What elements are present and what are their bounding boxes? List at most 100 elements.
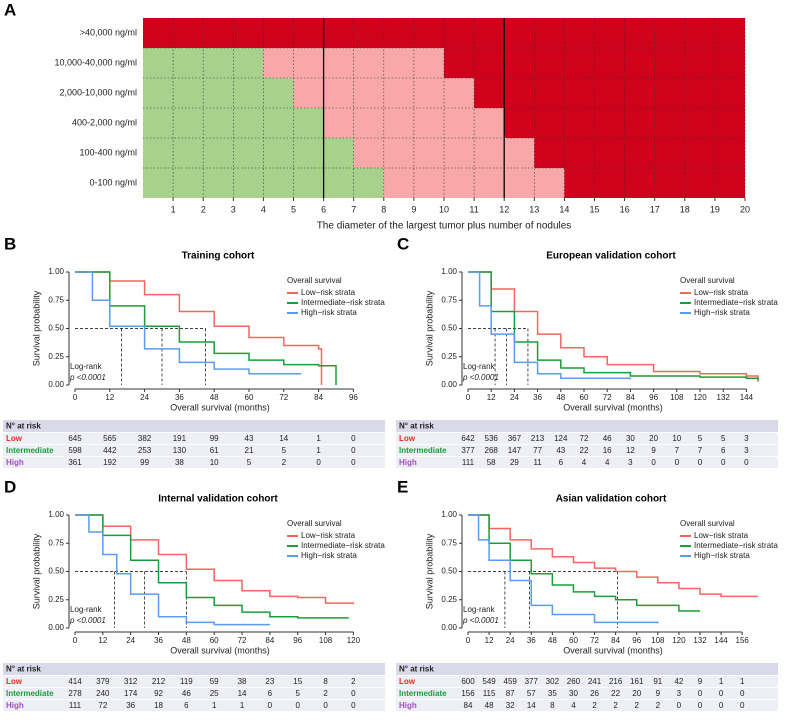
- risk-count: 0: [675, 458, 680, 467]
- risk-count: 92: [154, 689, 163, 698]
- panel-title: Training cohort: [182, 251, 255, 262]
- p-value: p <0.0001: [462, 616, 499, 625]
- x-tick-label: 11: [469, 204, 478, 214]
- risk-count: 5: [247, 458, 252, 467]
- green-cell: [143, 78, 294, 108]
- x-tick-label: 24: [126, 636, 135, 645]
- survival-curve: [75, 271, 323, 385]
- x-tick-label: 1: [171, 204, 176, 214]
- risk-count: 32: [506, 701, 515, 710]
- x-tick-label: 60: [569, 636, 578, 645]
- risk-count: 565: [103, 434, 117, 443]
- row-name: High: [399, 458, 417, 467]
- legend-label: Low−risk strata: [301, 531, 356, 540]
- green-cell: [143, 48, 264, 78]
- p-value: p <0.0001: [462, 373, 499, 382]
- risk-count: 5: [282, 446, 287, 455]
- risk-count: 0: [677, 701, 682, 710]
- table-row-bg: [396, 445, 778, 456]
- risk-count: 6: [184, 701, 189, 710]
- p-value: p <0.0001: [69, 616, 106, 625]
- risk-count: 241: [588, 677, 602, 686]
- red-cell: [444, 48, 745, 78]
- x-tick-label: 48: [556, 393, 565, 402]
- x-tick-label: 19: [710, 204, 720, 214]
- risk-count: 12: [626, 446, 635, 455]
- risk-count: 0: [698, 689, 703, 698]
- legend-title: Overall survival: [680, 519, 735, 528]
- risk-count: 43: [556, 446, 565, 455]
- risk-count: 0: [268, 701, 273, 710]
- survival-curve: [75, 271, 302, 375]
- risk-count: 91: [653, 677, 662, 686]
- risk-count: 0: [740, 689, 745, 698]
- panel-letter: C: [397, 234, 409, 253]
- survival-curve: [468, 514, 700, 612]
- y-axis-label: Survival probability: [424, 533, 434, 609]
- risk-count: 361: [68, 458, 82, 467]
- risk-count: 268: [485, 446, 499, 455]
- table-row-bg: [3, 433, 385, 444]
- x-tick-label: 120: [347, 636, 361, 645]
- panel-title: Internal validation cohort: [158, 494, 278, 505]
- risk-count: 0: [351, 701, 356, 710]
- x-tick-label: 108: [319, 636, 333, 645]
- x-tick-label: 60: [245, 393, 254, 402]
- x-tick-label: 36: [154, 636, 163, 645]
- risk-count: 0: [351, 446, 356, 455]
- risk-count: 645: [68, 434, 82, 443]
- x-tick-label: 24: [510, 393, 519, 402]
- risk-count: 213: [531, 434, 545, 443]
- y-tick-label: 0.50: [441, 567, 457, 576]
- legend-title: Overall survival: [680, 276, 735, 285]
- x-tick-label: 8: [381, 204, 386, 214]
- risk-count: 3: [744, 434, 749, 443]
- row-name: Intermediate: [6, 689, 54, 698]
- risk-count: 36: [126, 701, 135, 710]
- risk-count: 119: [180, 677, 193, 686]
- y-tick-label: 0.00: [441, 623, 457, 632]
- x-tick-label: 36: [175, 393, 184, 402]
- x-tick-label: 10: [439, 204, 449, 214]
- annotation: Log-rank: [70, 362, 103, 371]
- survival-curve: [75, 514, 349, 619]
- risk-count: 9: [698, 677, 703, 686]
- row-label: 2,000-10,000 ng/ml: [59, 87, 137, 97]
- risk-count: 260: [567, 677, 581, 686]
- risk-count: 35: [548, 689, 557, 698]
- risk-count: 30: [569, 689, 578, 698]
- risk-count: 14: [527, 701, 536, 710]
- legend-label: High−risk strata: [694, 308, 750, 317]
- x-tick-label: 84: [626, 393, 635, 402]
- legend-label: Intermediate−risk strata: [694, 298, 778, 307]
- table-title: N° at risk: [399, 665, 434, 674]
- risk-count: 22: [580, 446, 589, 455]
- risk-count: 2: [635, 701, 640, 710]
- risk-count: 115: [483, 689, 496, 698]
- table-row-bg: [3, 445, 385, 456]
- x-tick-label: 12: [98, 636, 107, 645]
- panel-letter: B: [4, 234, 16, 253]
- x-tick-label: 20: [740, 204, 750, 214]
- row-name: High: [399, 701, 417, 710]
- x-tick-label: 72: [279, 393, 288, 402]
- risk-count: 2: [592, 701, 597, 710]
- risk-count: 212: [152, 677, 166, 686]
- risk-count: 29: [510, 458, 519, 467]
- x-tick-label: 84: [611, 636, 620, 645]
- risk-count: 38: [238, 677, 247, 686]
- x-tick-label: 132: [717, 393, 731, 402]
- risk-count: 26: [590, 689, 599, 698]
- risk-count: 0: [351, 458, 356, 467]
- row-name: Low: [399, 434, 416, 443]
- risk-count: 2: [351, 677, 356, 686]
- risk-count: 2: [323, 689, 328, 698]
- risk-count: 536: [485, 434, 499, 443]
- x-tick-label: 60: [580, 393, 589, 402]
- x-tick-label: 144: [740, 393, 754, 402]
- x-axis-label: Overall survival (months): [563, 645, 663, 655]
- legend-label: Intermediate−risk strata: [301, 541, 385, 550]
- risk-count: 72: [580, 434, 589, 443]
- risk-count: 72: [98, 701, 107, 710]
- x-tick-label: 132: [693, 636, 707, 645]
